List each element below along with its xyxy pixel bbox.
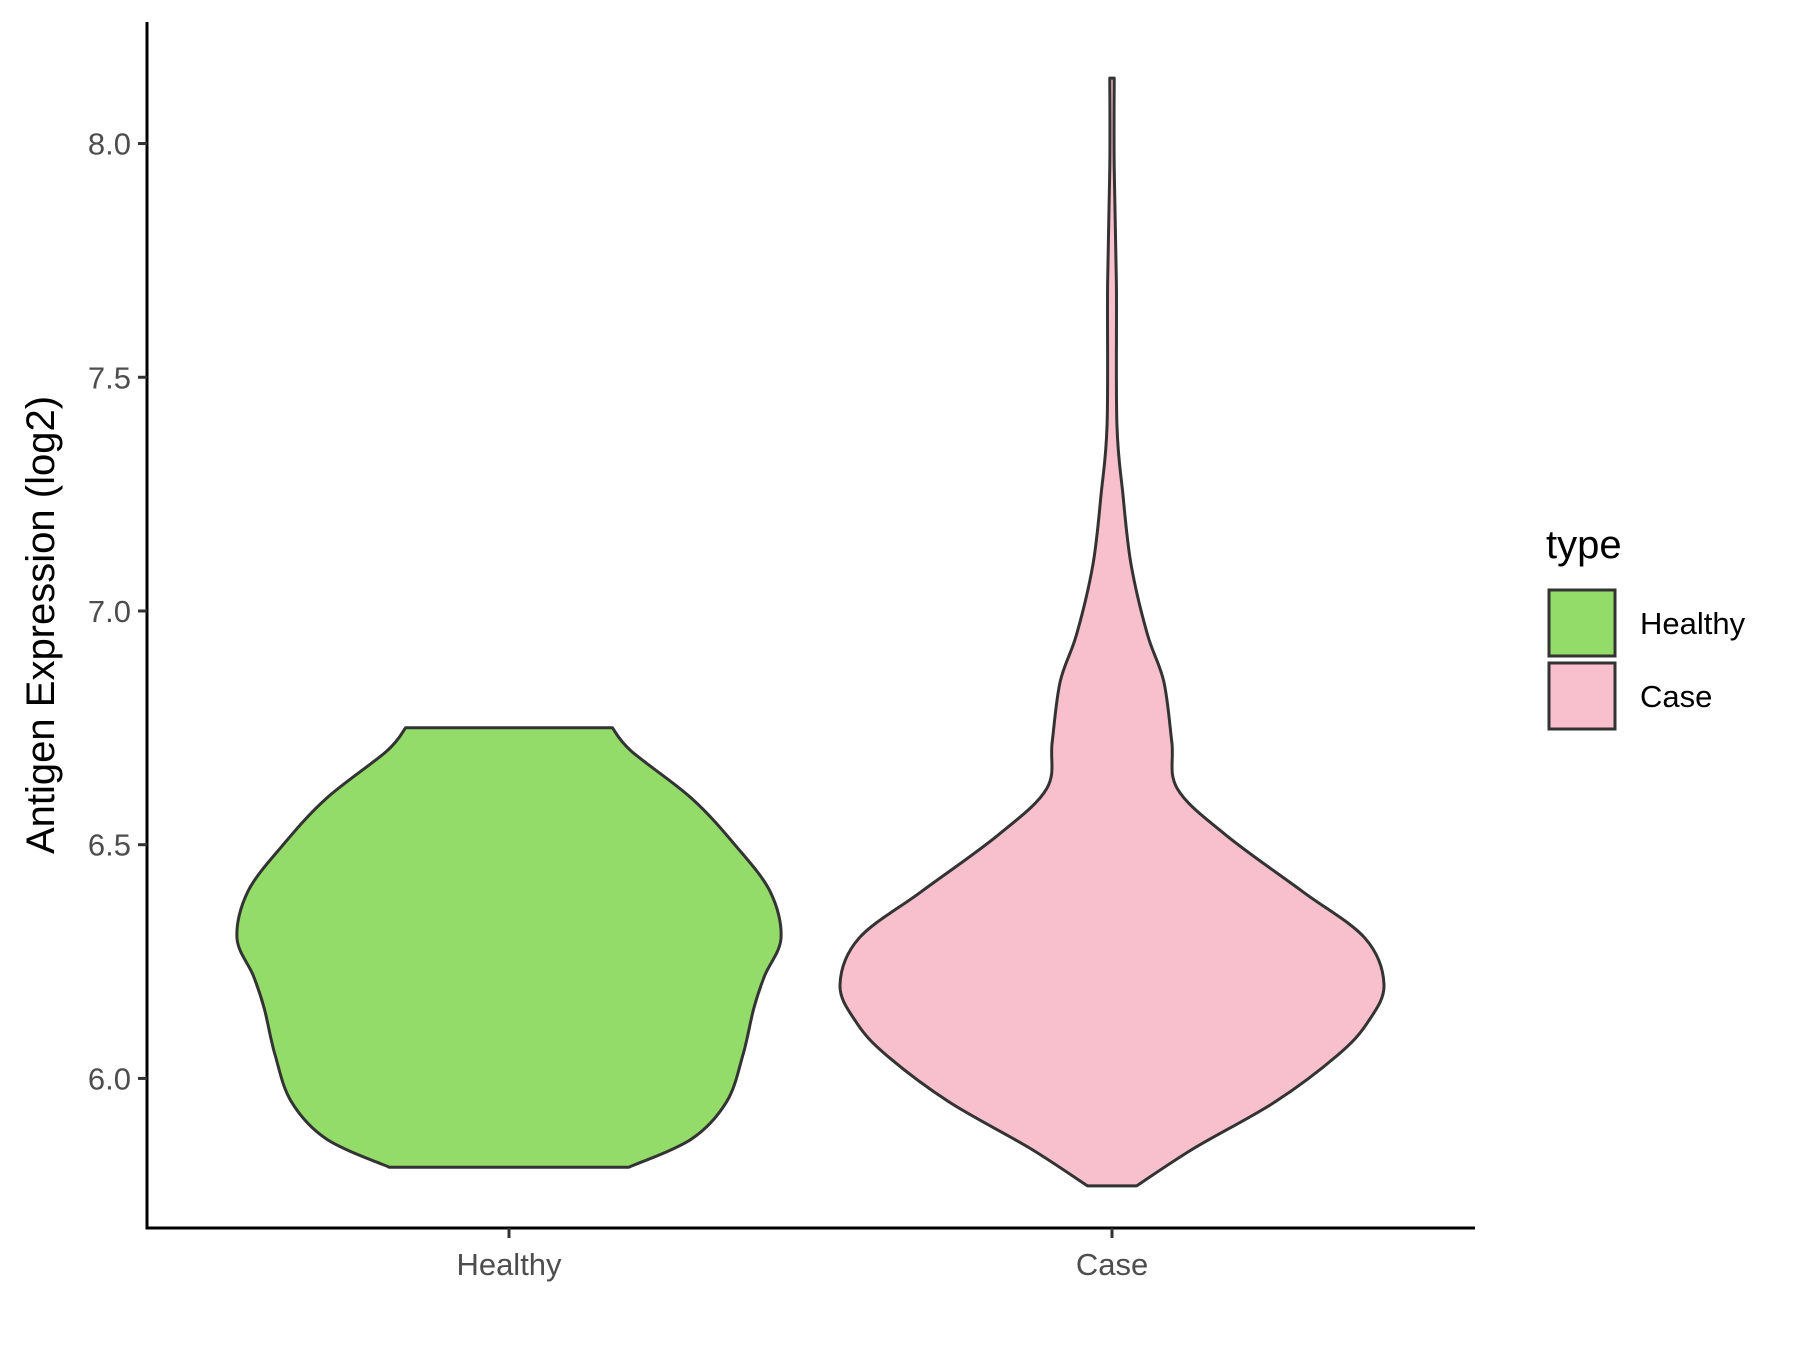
y-tick-label: 8.0	[88, 127, 131, 162]
x-tick-label: Case	[1076, 1247, 1148, 1282]
violin-healthy	[235, 726, 783, 1169]
legend-title: type	[1546, 523, 1622, 567]
violin-case	[838, 76, 1386, 1188]
legend-key-case	[1547, 661, 1617, 731]
legend-key-healthy	[1547, 588, 1617, 658]
x-tick-label: Healthy	[456, 1247, 562, 1282]
legend-label-healthy: Healthy	[1640, 606, 1746, 641]
y-tick-label: 7.0	[88, 594, 131, 629]
y-tick-label: 6.5	[88, 828, 131, 863]
legend: type Healthy Case	[1546, 523, 1746, 731]
y-tick-label: 6.0	[88, 1061, 131, 1096]
legend-label-case: Case	[1640, 679, 1712, 714]
y-tick-label: 7.5	[88, 360, 131, 395]
y-axis-title: Antigen Expression (log2)	[19, 396, 63, 854]
axes: 6.0 6.5 7.0 7.5 8.0 Healthy Case Antigen Expres…	[19, 22, 1475, 1282]
violin-layer	[235, 76, 1386, 1188]
